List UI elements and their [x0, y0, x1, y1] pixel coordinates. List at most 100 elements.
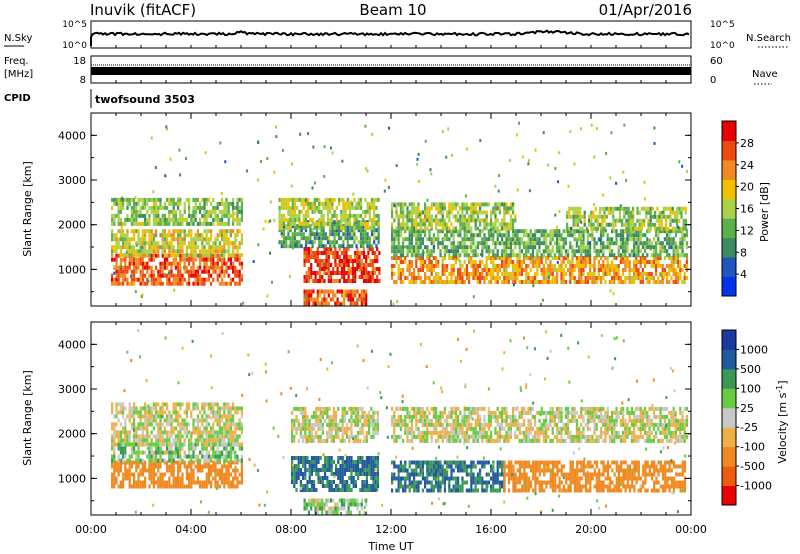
power-cell: [655, 241, 658, 246]
power-cell: [450, 245, 453, 250]
power-cell: [351, 232, 354, 237]
power-cell: [507, 256, 510, 260]
power-cell: [479, 260, 482, 264]
power-cell: [179, 213, 182, 218]
velocity-cell: [122, 484, 125, 489]
velocity-cell: [150, 480, 153, 485]
power-cell: [613, 241, 616, 246]
power-cell: [225, 281, 228, 286]
power-cell: [623, 206, 626, 211]
velocity-cell: [181, 402, 184, 407]
power-cell: [326, 221, 330, 226]
power-cell: [179, 209, 182, 214]
velocity-cell: [295, 456, 298, 460]
power-cell: [397, 202, 400, 207]
power-cell: [155, 245, 158, 250]
power-cell: [210, 253, 213, 258]
power-cell: [487, 229, 490, 234]
power-cell: [514, 229, 517, 234]
velocity-cell: [133, 402, 136, 407]
power-cell: [432, 202, 435, 207]
power-cell: [368, 217, 371, 222]
power-cell: [194, 249, 197, 254]
power-cell: [551, 272, 554, 276]
power-cell: [192, 241, 195, 246]
power-cell: [354, 255, 357, 259]
power-cell: [334, 271, 337, 275]
velocity-cell: [199, 450, 202, 455]
power-cell: [148, 197, 151, 202]
power-cell: [333, 232, 336, 237]
power-cell: [201, 241, 204, 246]
power-cell: [413, 280, 416, 284]
power-cell: [141, 229, 144, 234]
power-cell: [450, 222, 453, 227]
power-cell: [663, 268, 666, 272]
power-cell: [432, 268, 435, 272]
power-cell: [327, 293, 330, 298]
power-cell: [205, 233, 208, 238]
power-cell: [347, 279, 350, 283]
power-cell: [410, 226, 413, 231]
velocity-cell: [205, 480, 208, 485]
velocity-cell: [111, 464, 114, 469]
velocity-cell: [137, 422, 140, 427]
power-cell: [501, 222, 504, 227]
power-cell: [313, 232, 316, 237]
velocity-cell: [212, 414, 215, 419]
power-cell: [599, 206, 602, 211]
power-cell: [450, 202, 453, 207]
power-cell: [597, 272, 600, 276]
power-cell: [331, 232, 334, 237]
power-cell: [613, 253, 616, 258]
power-cell: [397, 229, 400, 234]
power-cell: [289, 197, 292, 202]
power-cell: [527, 272, 530, 276]
velocity-cell: [172, 454, 175, 459]
power-cell: [375, 236, 378, 241]
velocity-cell: [144, 422, 147, 427]
power-cell: [626, 260, 629, 264]
power-cell: [236, 205, 239, 210]
power-cell: [597, 253, 600, 258]
power-cell: [516, 229, 519, 234]
power-cell: [523, 229, 526, 234]
power-cell: [512, 222, 515, 227]
power-cell: [320, 201, 323, 206]
power-cell: [113, 197, 116, 202]
velocity-cell: [152, 484, 155, 489]
power-cell: [159, 201, 162, 206]
power-cell: [199, 217, 202, 222]
power-cell: [418, 212, 421, 216]
power-cell: [593, 260, 596, 264]
power-cell: [543, 264, 546, 268]
power-cell: [166, 241, 169, 246]
power-cell: [369, 259, 372, 263]
power-cell: [641, 268, 644, 272]
power-cell: [410, 214, 413, 219]
power-cell: [618, 206, 621, 211]
power-cell: [343, 301, 346, 306]
power-cell: [179, 265, 182, 270]
power-cell: [130, 237, 133, 242]
power-cell: [564, 256, 567, 260]
velocity-cell: [122, 406, 125, 411]
power-cell: [626, 249, 629, 254]
power-cell: [593, 155, 596, 159]
power-cell: [600, 241, 603, 246]
power-cell: [570, 214, 573, 219]
power-cell: [397, 268, 400, 272]
power-cell: [685, 233, 688, 238]
power-cell: [562, 241, 565, 246]
freq-tick-top: 18: [73, 56, 86, 67]
power-cell: [667, 214, 670, 219]
power-cell: [470, 229, 473, 234]
power-cell: [673, 214, 676, 219]
power-cell: [551, 229, 554, 234]
power-cell: [463, 268, 466, 272]
power-cell: [183, 233, 186, 238]
power-cell: [155, 205, 158, 210]
velocity-cell: [177, 472, 180, 477]
power-cell: [506, 226, 509, 230]
power-cell: [199, 205, 202, 210]
